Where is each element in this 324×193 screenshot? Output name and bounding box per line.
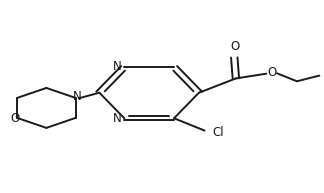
Text: O: O — [230, 40, 239, 53]
Text: N: N — [113, 113, 122, 125]
Text: N: N — [73, 91, 82, 103]
Text: N: N — [113, 60, 122, 73]
Text: Cl: Cl — [212, 126, 224, 139]
Text: O: O — [268, 66, 277, 79]
Text: O: O — [10, 112, 19, 125]
